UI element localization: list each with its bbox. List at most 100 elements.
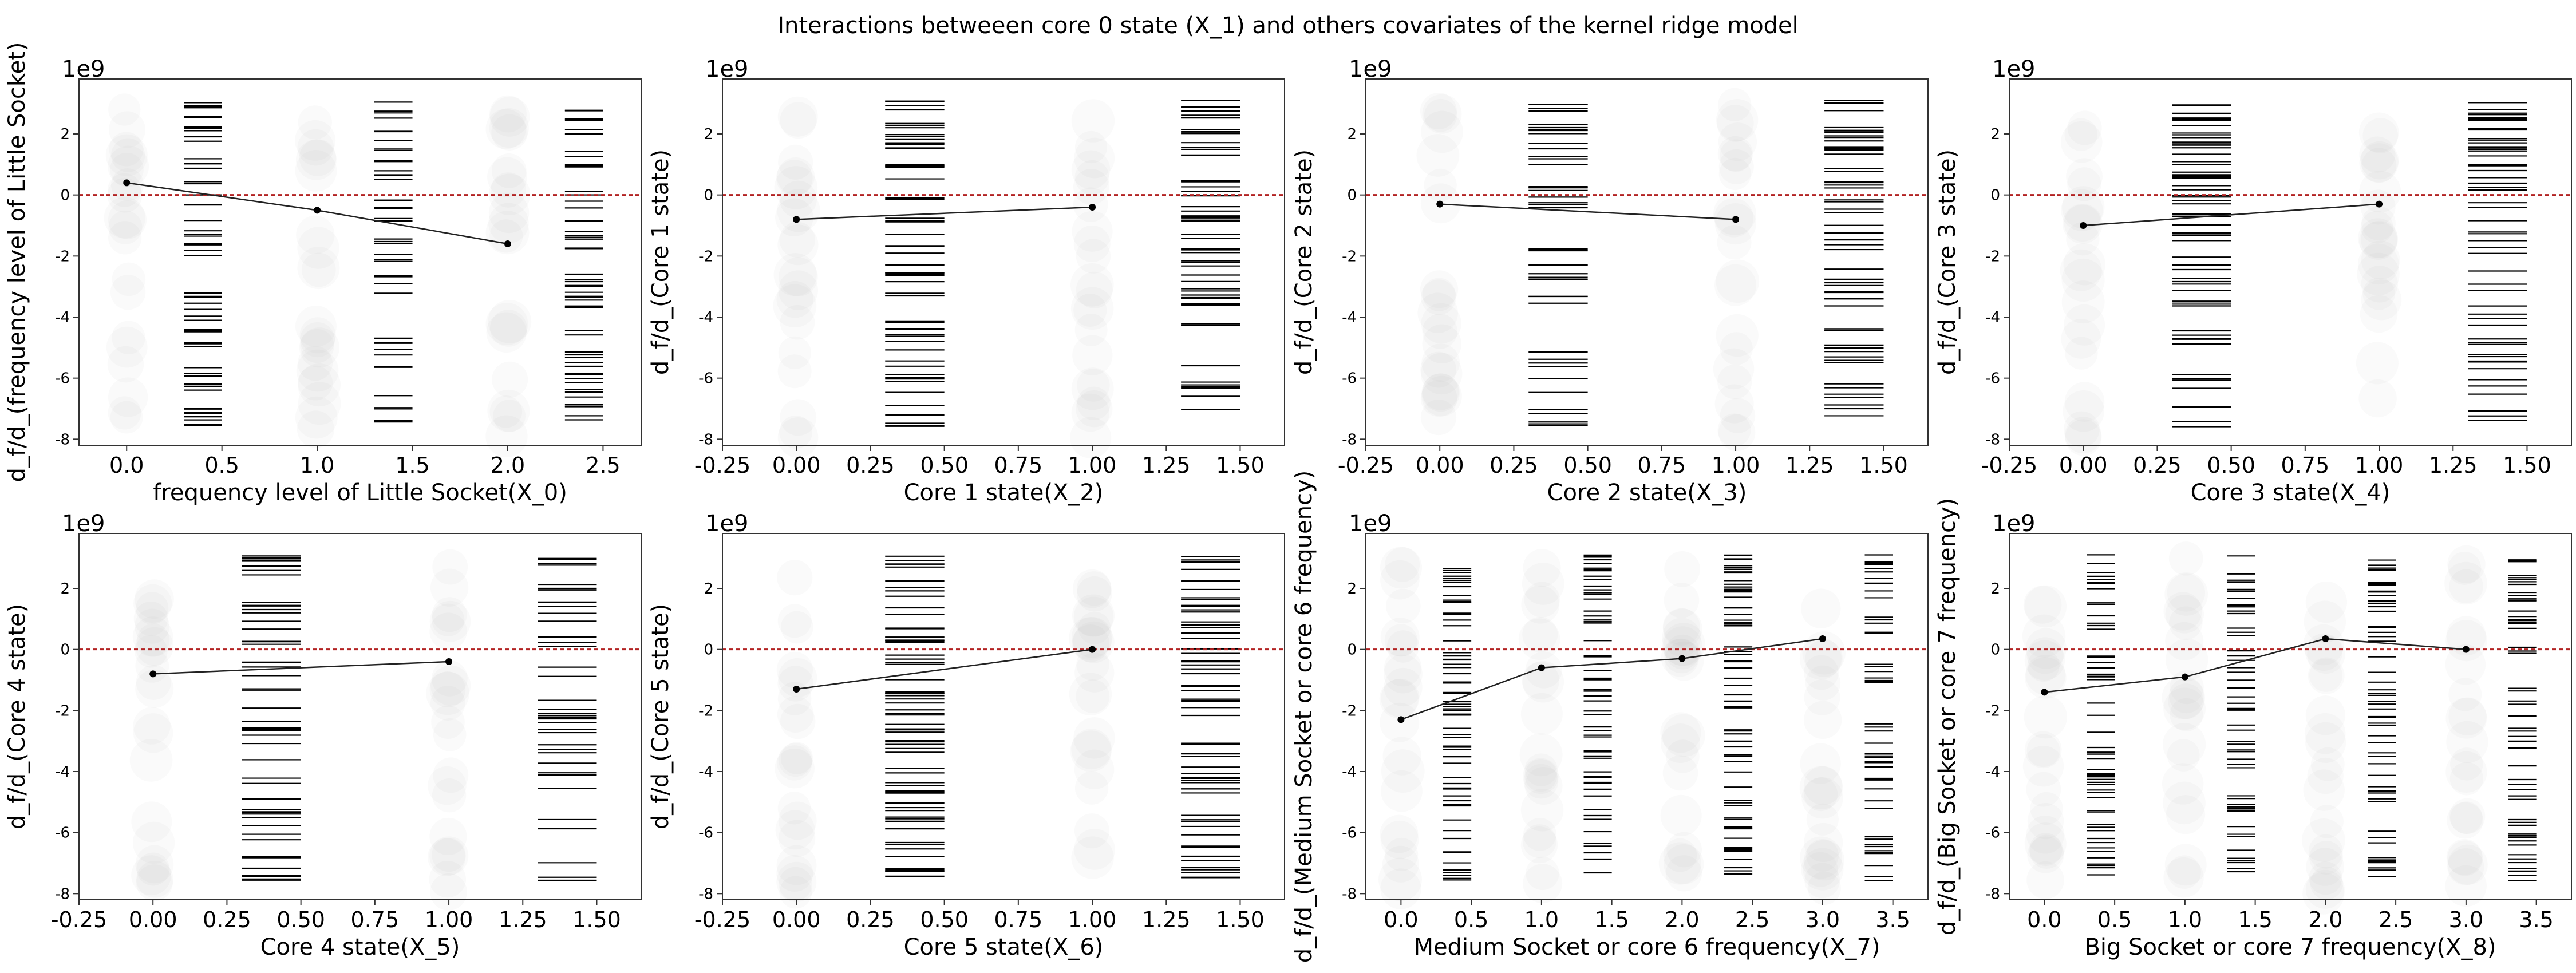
density-blob — [2360, 295, 2398, 333]
x-tick-label: 0.00 — [772, 453, 821, 478]
x-tick-label: 0.75 — [1638, 453, 1686, 478]
y-tick-label: -4 — [1985, 309, 2000, 326]
density-blob — [1421, 303, 1461, 344]
density-blob — [2362, 118, 2399, 153]
density-blob — [1717, 105, 1754, 142]
density-blob — [428, 766, 467, 805]
density-blob — [432, 603, 465, 636]
density-blob — [1378, 857, 1422, 901]
x-tick-label: 2.0 — [491, 453, 525, 478]
y-scale-offset-label: 1e9 — [1349, 511, 1392, 537]
density-blob — [1421, 373, 1460, 412]
x-tick-label: 0.5 — [204, 453, 239, 478]
x-tick-label: 0.00 — [129, 907, 177, 932]
x-tick-label: 3.0 — [2449, 907, 2483, 932]
y-tick-label: -4 — [698, 309, 713, 326]
density-blob — [777, 417, 819, 458]
y-tick-label: -2 — [1985, 702, 2000, 719]
x-tick-label: 0.0 — [109, 453, 144, 478]
density-blob — [1416, 134, 1460, 177]
density-blob — [297, 247, 340, 290]
density-blob — [1720, 398, 1756, 433]
y-tick-label: -4 — [698, 764, 713, 781]
x-axis-label: Medium Socket or core 6 frequency(X_7) — [1413, 934, 1880, 960]
density-blob — [2444, 561, 2487, 605]
x-tick-label: 1.50 — [572, 907, 621, 932]
density-blob — [2359, 171, 2401, 213]
plot-frame — [1365, 533, 1929, 900]
y-tick-label: -6 — [698, 825, 713, 842]
density-blob — [776, 651, 813, 689]
y-tick-label: 0 — [60, 642, 70, 659]
density-blob — [2357, 252, 2400, 296]
density-blob — [135, 845, 174, 884]
density-blob — [1524, 767, 1563, 805]
density-blob — [135, 627, 174, 666]
plot-frame — [1365, 78, 1929, 446]
density-blob — [2448, 678, 2482, 711]
density-blob — [1384, 624, 1417, 657]
density-blob — [108, 396, 141, 430]
density-blob — [1420, 399, 1457, 436]
density-blob — [1713, 348, 1755, 390]
density-blob — [432, 837, 466, 872]
density-blob — [298, 365, 333, 401]
density-blob — [1380, 820, 1419, 859]
subplot-2: -0.25 0.00 0.25 0.50 0.75 1.00 1.25 1.50 -8 -6 -4 -… — [647, 56, 1285, 506]
density-blob — [107, 177, 143, 213]
subplot-6: -0.25 0.00 0.25 0.50 0.75 1.00 1.25 1.50 -8 -6 -4 -… — [647, 511, 1285, 960]
density-blob — [429, 817, 467, 856]
density-blob — [487, 157, 527, 197]
x-tick-label: 3.5 — [2519, 907, 2553, 932]
x-tick-label: 1.00 — [1712, 453, 1760, 478]
density-blob — [295, 120, 336, 161]
density-blob — [780, 399, 817, 436]
density-blob — [1714, 264, 1756, 306]
density-blob — [1803, 701, 1842, 739]
density-blob — [1385, 547, 1420, 582]
x-axis-label: frequency level of Little Socket(X_0) — [153, 480, 567, 506]
mean-effect-point — [2462, 646, 2470, 653]
density-blob — [1417, 292, 1458, 333]
mean-effect-point — [1089, 204, 1096, 211]
density-blob — [2302, 818, 2345, 862]
density-blob — [430, 686, 465, 721]
y-scale-offset-label: 1e9 — [1992, 511, 2036, 537]
density-blob — [1717, 413, 1751, 447]
density-blob — [1071, 729, 1112, 770]
density-blob — [1380, 868, 1421, 909]
x-tick-label: 0.00 — [2059, 453, 2108, 478]
density-blob — [778, 144, 813, 180]
y-tick-label: -8 — [1985, 885, 2000, 903]
density-blob — [1523, 864, 1563, 904]
density-blob — [1807, 871, 1841, 905]
y-tick-label: -8 — [1985, 431, 2000, 448]
y-tick-label: 0 — [704, 187, 713, 204]
density-blob — [2167, 739, 2200, 772]
density-blob — [1422, 314, 1458, 349]
density-blob — [1074, 137, 1115, 179]
density-blob — [2026, 637, 2064, 674]
density-blob — [1070, 287, 1114, 330]
y-tick-label: 0 — [1347, 187, 1357, 204]
x-tick-label: 1.50 — [1859, 453, 1908, 478]
density-blob — [1800, 836, 1842, 879]
density-blob — [1420, 270, 1459, 308]
density-blob — [2061, 280, 2105, 324]
mean-effect-point — [1397, 716, 1405, 723]
y-tick-label: 0 — [704, 642, 713, 659]
density-blob — [2170, 698, 2203, 731]
density-blob — [2360, 211, 2393, 244]
density-blob — [2066, 158, 2103, 195]
density-blob — [489, 219, 523, 253]
x-tick-label: 1.50 — [2503, 453, 2551, 478]
density-blob — [2065, 417, 2102, 454]
x-axis-label: Core 5 state(X_6) — [904, 934, 1104, 960]
y-tick-label: -2 — [1985, 248, 2000, 265]
y-tick-label: -4 — [1342, 764, 1357, 781]
density-blob — [136, 860, 173, 898]
mean-effect-line — [796, 648, 1093, 690]
density-blob — [2358, 218, 2398, 258]
density-blob — [485, 415, 528, 457]
